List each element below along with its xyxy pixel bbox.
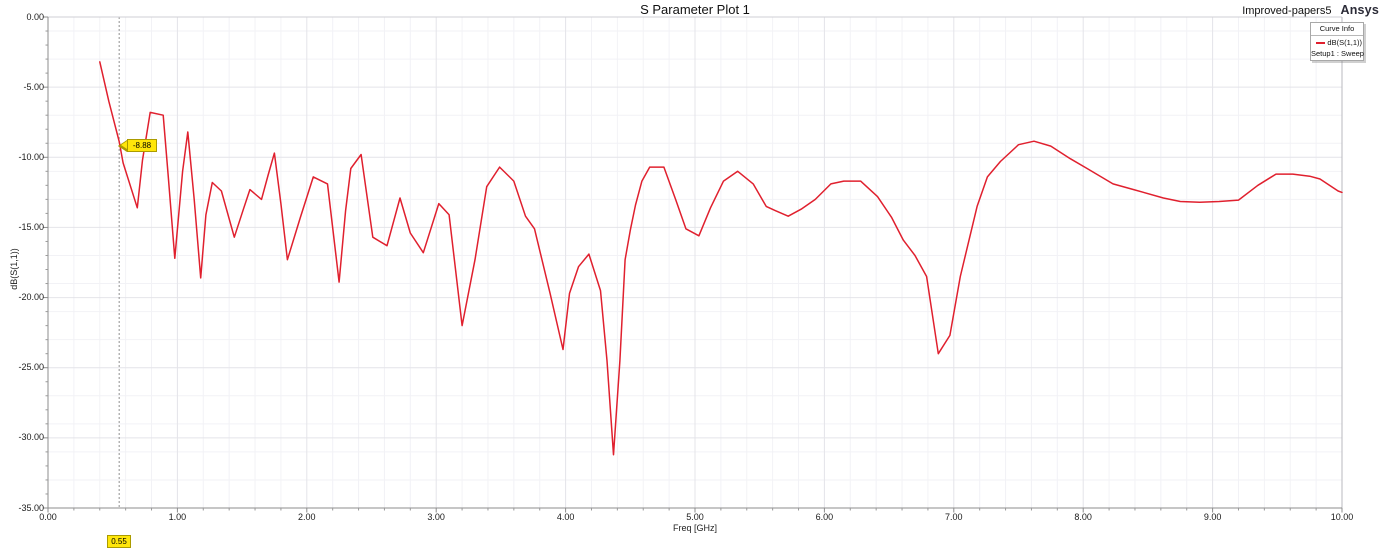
y-tick-label: -25.00	[18, 362, 44, 373]
x-tick-label: 8.00	[1074, 512, 1092, 522]
y-tick-label: 0.00	[26, 11, 44, 22]
x-tick-label: 4.00	[556, 512, 575, 522]
legend-entry-label: dB(S(1,1))	[1327, 38, 1362, 47]
y-tick-label: -30.00	[18, 432, 44, 443]
x-tick-label: 2.00	[298, 512, 316, 522]
ansys-logo-icon: Ansys	[1340, 3, 1379, 17]
x-tick-label: 1.00	[168, 512, 187, 522]
x-tick-label: 7.00	[945, 512, 963, 522]
curve-db-s11[interactable]	[99, 61, 1343, 456]
legend-header: Curve Info	[1311, 23, 1363, 36]
x-tick-label: 0.00	[39, 512, 57, 522]
x-axis-label: Freq [GHz]	[672, 523, 717, 533]
x-tick-label: 9.00	[1203, 512, 1222, 522]
plot-title: S Parameter Plot 1	[640, 2, 750, 17]
y-tick-label: -10.00	[18, 151, 44, 162]
y-tick-label: -15.00	[18, 221, 44, 232]
x-tick-label: 3.00	[427, 512, 445, 522]
x-tick-label: 5.00	[686, 512, 704, 522]
marker-callout[interactable]: -8.88	[127, 139, 157, 152]
x-tick-label: 6.00	[815, 512, 834, 522]
header-right: Improved-papers5 Ansys	[1242, 3, 1379, 17]
y-tick-label: -5.00	[23, 81, 44, 92]
x-tick-label: 10.00	[1330, 512, 1354, 522]
marker-x-axis-label[interactable]: 0.55	[107, 535, 131, 548]
legend-curve-swatch-icon	[1316, 41, 1326, 44]
legend-setup-label: Setup1 : Sweep	[1311, 49, 1364, 58]
marker-callout-tail-fill-icon	[120, 141, 127, 149]
project-name: Improved-papers5	[1242, 5, 1332, 17]
y-tick-label: -20.00	[18, 292, 44, 303]
legend-entry: dB(S(1,1))	[1311, 36, 1363, 48]
y-tick-label: -35.00	[18, 502, 44, 513]
legend[interactable]: Curve Info dB(S(1,1)) Setup1 : Sweep	[1310, 22, 1364, 61]
